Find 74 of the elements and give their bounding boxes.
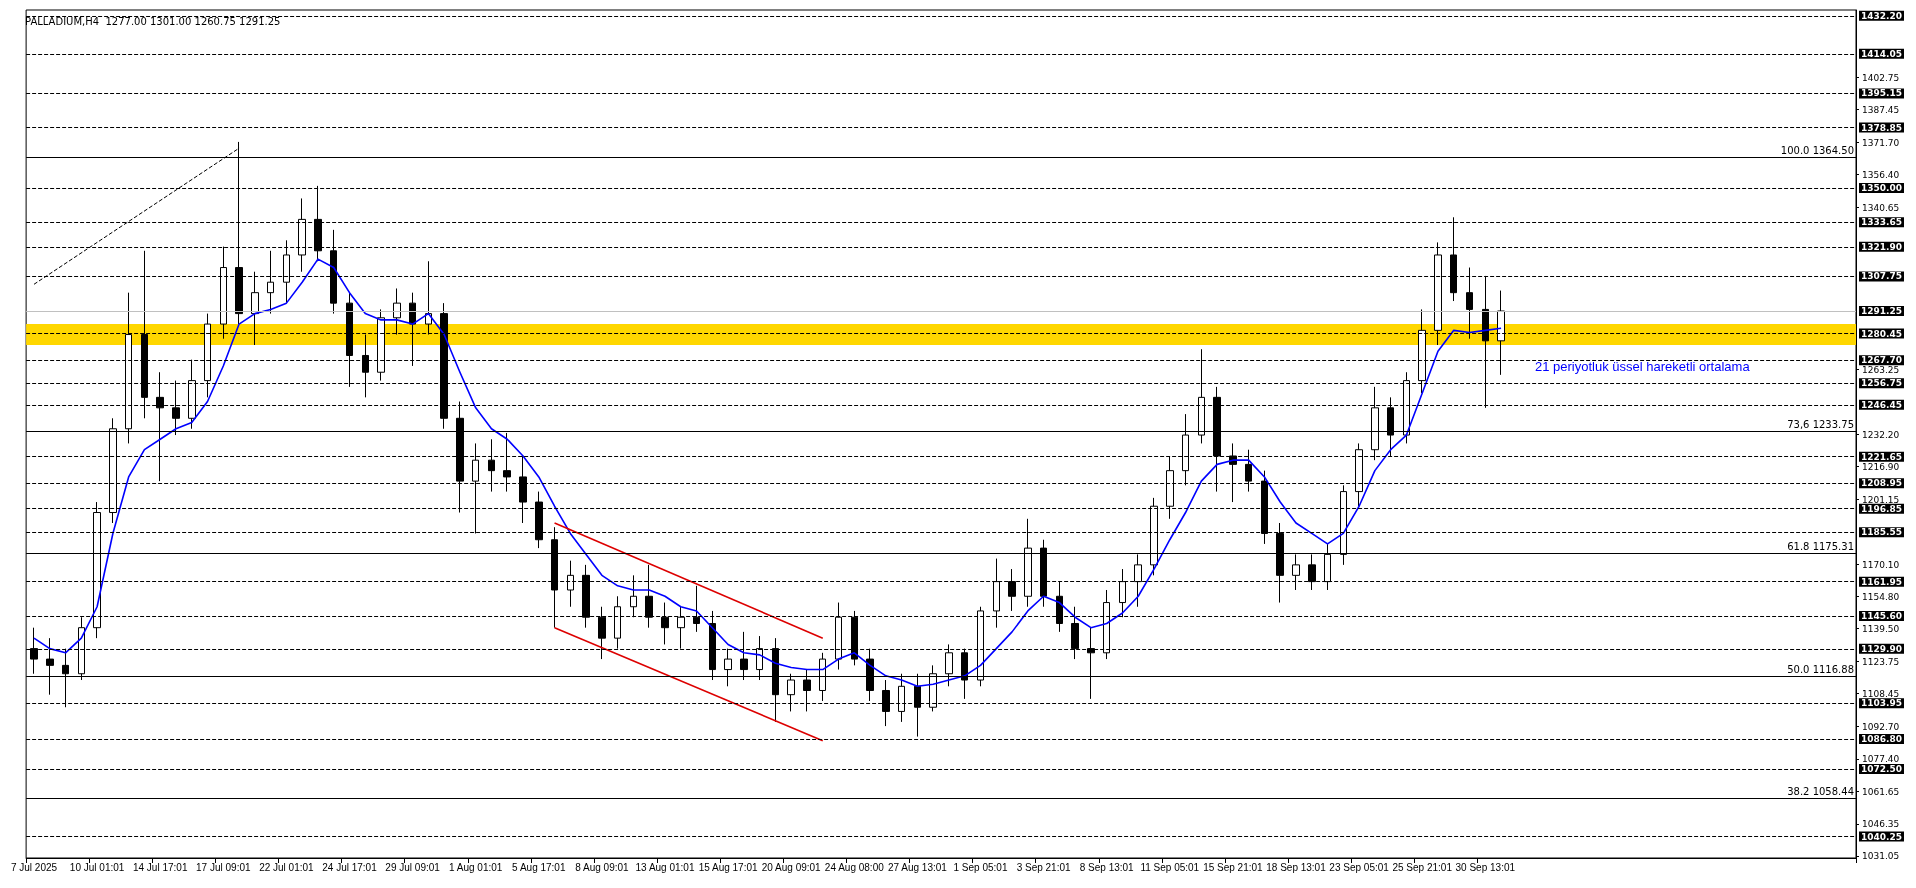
ref-line-label: 1280.45 — [1861, 328, 1902, 339]
x-tick-label: 24 Jul 17:01 — [322, 861, 378, 873]
y-tick-label: 1263.25 — [1862, 364, 1900, 375]
ref-line-label: 1432.20 — [1861, 10, 1902, 21]
x-tick-label: 7 Jul 2025 — [10, 861, 58, 873]
y-tick-label: 1108.45 — [1862, 688, 1900, 699]
y-tick-label: 1371.70 — [1862, 137, 1900, 148]
x-tick-label: 8 Aug 09:01 — [575, 861, 630, 873]
x-tick-label: 24 Aug 08:00 — [824, 861, 885, 873]
ref-line-label: 1378.85 — [1861, 122, 1902, 133]
y-tick-label: 1031.05 — [1862, 850, 1900, 861]
x-tick-label: 17 Jul 09:01 — [196, 861, 251, 873]
ref-line-label: 1196.85 — [1861, 503, 1902, 514]
x-tick-label: 3 Sep 21:01 — [1016, 861, 1071, 873]
y-tick-label: 1061.65 — [1862, 786, 1900, 797]
ref-line-label: 1129.90 — [1861, 643, 1902, 654]
ref-line-label: 1072.50 — [1861, 764, 1902, 775]
x-tick-label: 11 Sep 05:01 — [1140, 861, 1200, 873]
x-tick-label: 1 Aug 01:01 — [449, 861, 503, 873]
x-tick-label: 23 Sep 05:01 — [1329, 861, 1390, 873]
y-tick-label: 1092.70 — [1862, 721, 1900, 732]
ref-line-label: 1086.80 — [1861, 734, 1902, 745]
ref-line-label: 61.8 1175.31 — [1787, 541, 1854, 553]
ref-line-label: 1267.70 — [1861, 355, 1902, 366]
y-tick-label: 1046.35 — [1862, 818, 1900, 829]
ref-line-label: 1350.00 — [1861, 182, 1902, 193]
x-tick-label: 15 Sep 21:01 — [1203, 861, 1264, 873]
x-tick-label: 22 Jul 01:01 — [259, 861, 315, 873]
x-tick-label: 14 Jul 17:01 — [132, 861, 188, 873]
x-tick-label: 18 Sep 13:01 — [1266, 861, 1327, 873]
ref-line-label: 1161.95 — [1861, 576, 1902, 587]
line-series — [33, 258, 1502, 688]
y-tick-label: 1387.45 — [1862, 104, 1900, 115]
ref-line-label: 100.0 1364.50 — [1780, 145, 1854, 157]
ref-line-label: 1256.75 — [1861, 378, 1902, 389]
ref-line-label: 73,6 1233.75 — [1787, 418, 1854, 430]
y-tick-label: 1232.20 — [1862, 429, 1900, 440]
x-tick-label: 25 Sep 21:01 — [1392, 861, 1453, 873]
y-tick-label: 1154.80 — [1862, 591, 1900, 602]
x-tick-label: 30 Sep 13:01 — [1455, 861, 1516, 873]
y-tick-label: 1123.75 — [1862, 656, 1900, 667]
x-tick-label: 5 Aug 17:01 — [512, 861, 566, 873]
ref-line-label: 1395.15 — [1861, 88, 1902, 99]
ref-line-label: 1291.25 — [1861, 305, 1902, 316]
y-tick-label: 1077.40 — [1862, 753, 1900, 764]
x-tick-label: 27 Aug 13:01 — [887, 861, 948, 873]
ref-line-label: 1208.95 — [1861, 478, 1902, 489]
ref-line-label: 1145.60 — [1861, 610, 1902, 621]
ref-line-label: 1333.65 — [1861, 217, 1902, 228]
ref-line-label: 1414.05 — [1861, 48, 1902, 59]
annotation: 21 periyotluk üssel hareketli ortalama — [1535, 359, 1751, 374]
x-tick-label: 8 Sep 13:01 — [1079, 861, 1135, 873]
y-tick-label: 1402.75 — [1862, 72, 1900, 83]
ref-line-label: 1321.90 — [1861, 241, 1902, 252]
x-tick-label: 1 Sep 05:01 — [953, 861, 1008, 873]
y-tick-label: 1340.65 — [1862, 202, 1900, 213]
y-tick-label: 1139.50 — [1862, 623, 1900, 634]
x-tick-label: 13 Aug 01:01 — [635, 861, 695, 873]
ref-line-label: 1307.75 — [1861, 271, 1902, 282]
ref-line-label: 1221.65 — [1861, 451, 1902, 462]
x-tick-label: 15 Aug 17:01 — [698, 861, 759, 873]
ref-line-label: 1185.55 — [1861, 527, 1902, 538]
y-tick-label: 1170.10 — [1862, 559, 1900, 570]
x-tick-label: 20 Aug 09:01 — [761, 861, 822, 873]
x-tick-label: 29 Jul 09:01 — [385, 861, 441, 873]
y-tick-label: 1201.15 — [1862, 494, 1900, 505]
ref-line-label: 38.2 1058.44 — [1787, 785, 1854, 797]
ref-line-label: 1246.45 — [1861, 399, 1902, 410]
ref-line-label: 1103.95 — [1861, 698, 1902, 709]
ref-line-label: 1040.25 — [1861, 831, 1902, 842]
y-tick-label: 1216.90 — [1862, 461, 1900, 472]
ref-line-label: 50.0 1116.88 — [1787, 663, 1854, 675]
y-tick-label: 1356.40 — [1862, 169, 1900, 180]
x-tick-label: 10 Jul 01:01 — [69, 861, 125, 873]
